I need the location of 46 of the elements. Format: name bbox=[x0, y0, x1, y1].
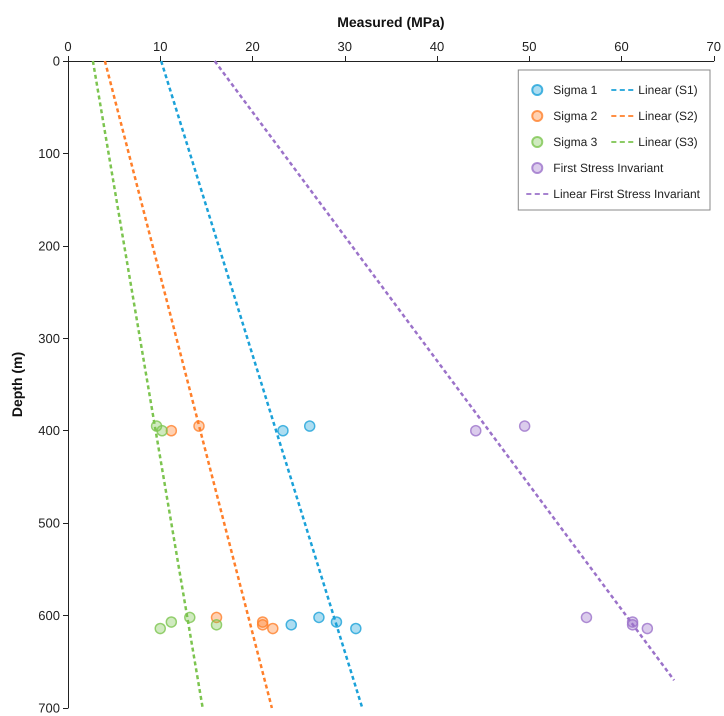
legend-label: First Stress Invariant bbox=[553, 161, 664, 175]
x-tick-label: 70 bbox=[706, 39, 722, 54]
legend-label: Linear (S3) bbox=[638, 135, 698, 149]
point bbox=[330, 616, 342, 628]
point bbox=[156, 424, 168, 436]
point bbox=[304, 420, 316, 432]
point bbox=[267, 622, 279, 634]
y-tick-label: 500 bbox=[38, 516, 60, 531]
point bbox=[350, 622, 362, 634]
x-tick-label: 0 bbox=[64, 39, 72, 54]
y-tick-label: 600 bbox=[38, 608, 60, 624]
legend-label: Linear (S2) bbox=[638, 109, 698, 123]
point bbox=[642, 622, 654, 634]
y-axis-title: Depth (m) bbox=[9, 352, 25, 418]
point bbox=[210, 619, 222, 631]
y-tick-label: 700 bbox=[38, 700, 60, 716]
point bbox=[184, 612, 196, 624]
legend-label: Sigma 2 bbox=[553, 109, 598, 123]
legend-label: Linear First Stress Invariant bbox=[553, 187, 701, 201]
x-tick-label: 40 bbox=[430, 39, 444, 54]
x-tick-label: 20 bbox=[245, 39, 260, 54]
legend-label: Linear (S1) bbox=[638, 83, 698, 97]
point bbox=[313, 612, 325, 624]
x-tick-label: 50 bbox=[522, 39, 536, 54]
y-tick-label: 100 bbox=[38, 146, 60, 161]
legend-label: Sigma 3 bbox=[553, 135, 598, 149]
point bbox=[518, 420, 530, 432]
point bbox=[277, 424, 289, 436]
point bbox=[580, 612, 592, 624]
y-tick-label: 0 bbox=[52, 54, 60, 68]
x-tick-label: 60 bbox=[614, 39, 629, 54]
y-tick-label: 400 bbox=[38, 423, 60, 438]
y-tick-label: 300 bbox=[38, 330, 60, 346]
point bbox=[470, 424, 482, 436]
point bbox=[256, 619, 268, 631]
x-tick-label: 10 bbox=[153, 39, 168, 54]
point bbox=[626, 619, 638, 631]
y-tick-label: 200 bbox=[38, 238, 60, 254]
legend-label: Sigma 1 bbox=[553, 83, 598, 97]
point bbox=[154, 622, 166, 634]
point bbox=[193, 420, 205, 432]
x-tick-label: 30 bbox=[338, 39, 352, 54]
point bbox=[166, 424, 178, 436]
x-axis-title: Measured (MPa) bbox=[337, 14, 445, 30]
point bbox=[286, 619, 297, 631]
point bbox=[166, 616, 178, 628]
